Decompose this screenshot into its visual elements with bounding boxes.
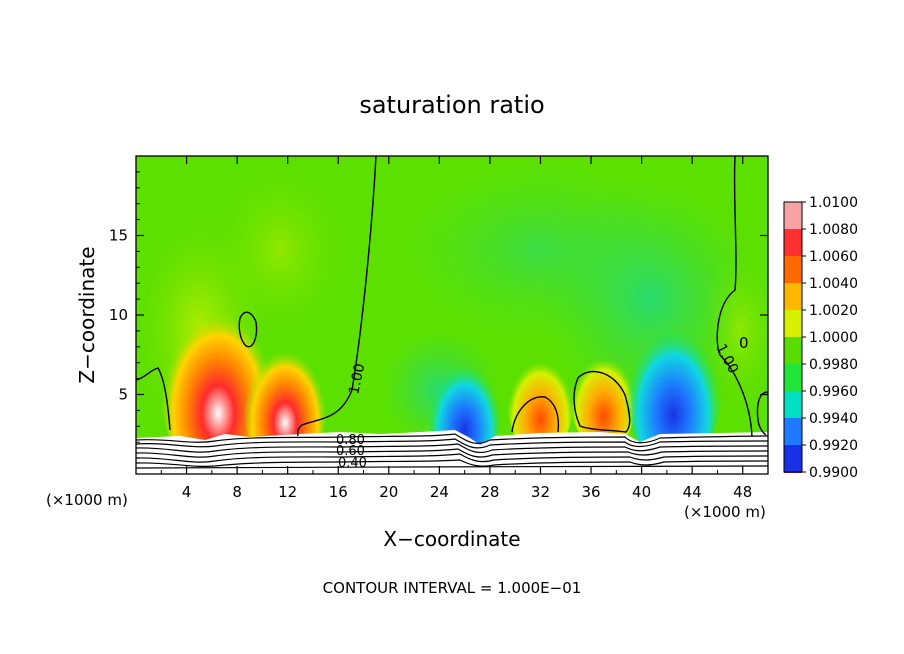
x-tick-label-4: 4	[182, 483, 192, 501]
colorbar-swatch-4	[784, 310, 802, 337]
colorbar-swatch-6	[784, 364, 802, 391]
colorbar-label-4: 1.0020	[809, 303, 858, 319]
contour-interval-note: CONTOUR INTERVAL = 1.000E−01	[323, 579, 582, 597]
colorbar-label-1: 1.0080	[809, 222, 858, 238]
x-tick-label-24: 24	[430, 483, 449, 501]
x-unit-right: (×1000 m)	[684, 503, 766, 521]
x-tick-label-16: 16	[329, 483, 348, 501]
colorbar-swatch-8	[784, 418, 802, 445]
colorbar-label-2: 1.0060	[809, 249, 858, 265]
x-tick-label-20: 20	[379, 483, 398, 501]
x-tick-label-12: 12	[278, 483, 297, 501]
colorbar-label-10: 0.9900	[809, 465, 858, 481]
contours-1-00	[136, 156, 768, 437]
colorbar-swatch-1	[784, 229, 802, 256]
x-tick-label-32: 32	[531, 483, 550, 501]
x-tick-label-40: 40	[632, 483, 651, 501]
colorbar-swatch-5	[784, 337, 802, 364]
contour-label-4: 0.60	[336, 444, 365, 459]
x-axis-ticks: 4 8 12 16 20 24 28 32 36 40 44 48	[160, 156, 752, 501]
terrain-band	[136, 430, 768, 474]
y-tick-label-5: 5	[118, 386, 128, 404]
colorbar-label-3: 1.0040	[809, 276, 858, 292]
heatmap-feature-3	[569, 335, 638, 452]
x-unit-left: (×1000 m)	[46, 491, 128, 509]
x-tick-label-8: 8	[232, 483, 242, 501]
colorbar-label-0: 1.0100	[809, 195, 858, 211]
colorbar-label-6: 0.9980	[809, 357, 858, 373]
y-tick-label-15: 15	[109, 227, 128, 245]
colorbar-swatch-9	[784, 445, 802, 472]
colorbar-label-5: 1.0000	[809, 330, 858, 346]
colorbar-swatch-3	[784, 283, 802, 310]
contour-label-5: 0.40	[338, 456, 367, 471]
x-axis-label: X−coordinate	[383, 527, 520, 551]
chart-title: saturation ratio	[359, 91, 544, 119]
colorbar-swatch-7	[784, 391, 802, 418]
colorbar-swatch-2	[784, 256, 802, 283]
plot-area	[136, 156, 768, 474]
y-tick-label-10: 10	[109, 306, 128, 324]
colorbar: 1.0100 1.0080 1.0060 1.0040 1.0020 1.0000 0.99…	[783, 195, 858, 481]
colorbar-label-9: 0.9920	[809, 438, 858, 454]
y-axis-ticks: 5 10 15	[109, 171, 768, 459]
colorbar-label-7: 0.9960	[809, 384, 858, 400]
contour-label-1: 1.00	[346, 362, 368, 396]
boundary-contours	[136, 433, 768, 469]
contour-label-3: 0.80	[336, 433, 365, 448]
x-tick-label-28: 28	[480, 483, 499, 501]
x-tick-label-36: 36	[581, 483, 600, 501]
colorbar-swatch-0	[784, 202, 802, 229]
y-axis-label: Z−coordinate	[75, 246, 99, 383]
heatmap-feature-5	[623, 294, 724, 467]
contour-label-6: 0	[739, 334, 749, 352]
colorbar-label-8: 0.9940	[809, 411, 858, 427]
x-tick-label-44: 44	[683, 483, 702, 501]
x-tick-label-48: 48	[733, 483, 752, 501]
